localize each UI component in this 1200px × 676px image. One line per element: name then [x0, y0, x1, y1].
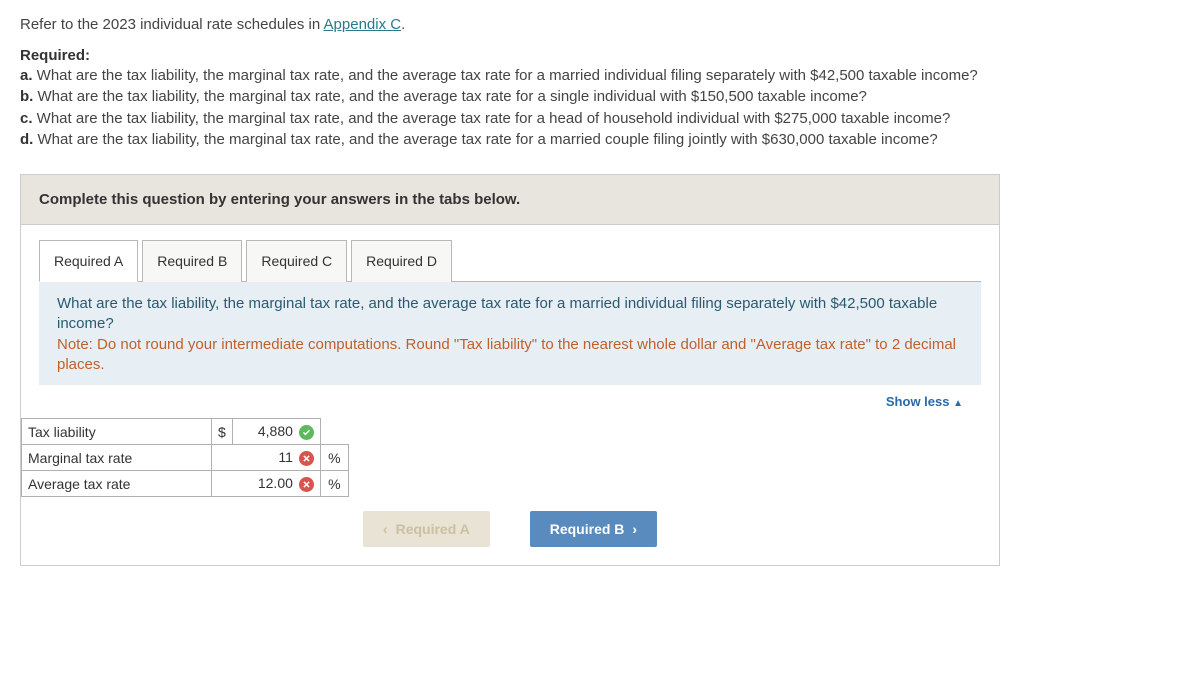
required-item: a. What are the tax liability, the margi…: [20, 66, 1180, 86]
tab-required-b[interactable]: Required B: [142, 240, 242, 282]
required-item-lead: b.: [20, 88, 33, 105]
show-less-label: Show less: [886, 394, 950, 409]
row-value[interactable]: 11: [232, 445, 320, 471]
row-currency: $: [212, 419, 233, 445]
required-item: b. What are the tax liability, the margi…: [20, 87, 1180, 107]
tab-body: What are the tax liability, the marginal…: [39, 281, 981, 385]
prev-button: ‹ Required A: [363, 511, 490, 547]
required-item: c. What are the tax liability, the margi…: [20, 109, 1180, 129]
row-currency: [212, 471, 233, 497]
prev-button-label: Required A: [396, 521, 470, 537]
chevron-left-icon: ‹: [383, 521, 388, 537]
intro-prefix: Refer to the 2023 individual rate schedu…: [20, 16, 324, 33]
row-label: Marginal tax rate: [22, 445, 212, 471]
answer-table: Tax liability$4,880 Marginal tax rate 11 …: [21, 418, 349, 497]
next-button-label: Required B: [550, 521, 625, 537]
table-row: Marginal tax rate 11 %: [22, 445, 349, 471]
question-box-header: Complete this question by entering your …: [21, 175, 999, 225]
table-row: Tax liability$4,880: [22, 419, 349, 445]
appendix-link[interactable]: Appendix C: [324, 16, 402, 33]
required-section: Required: a. What are the tax liability,…: [20, 47, 1180, 150]
tab-body-question: What are the tax liability, the marginal…: [57, 295, 937, 332]
tab-required-d[interactable]: Required D: [351, 240, 452, 282]
tabs-wrap: Required ARequired BRequired CRequired D…: [21, 225, 999, 412]
question-box: Complete this question by entering your …: [20, 174, 1000, 566]
required-item-lead: d.: [20, 131, 33, 148]
tab-body-note: Note: Do not round your intermediate com…: [57, 336, 956, 373]
row-currency: [212, 445, 233, 471]
row-value[interactable]: 4,880: [232, 419, 320, 445]
cross-icon: [299, 477, 314, 492]
row-suffix: %: [320, 471, 348, 497]
row-value[interactable]: 12.00: [232, 471, 320, 497]
row-suffix: %: [320, 445, 348, 471]
required-item-lead: c.: [20, 110, 33, 127]
intro-text: Refer to the 2023 individual rate schedu…: [20, 16, 1180, 33]
nav-row: ‹ Required A Required B ›: [21, 511, 999, 565]
show-less-toggle[interactable]: Show less ▲: [886, 394, 963, 409]
next-button[interactable]: Required B ›: [530, 511, 657, 547]
chevron-up-icon: ▲: [953, 398, 963, 409]
tab-required-a[interactable]: Required A: [39, 240, 138, 282]
table-row: Average tax rate 12.00 %: [22, 471, 349, 497]
required-item: d. What are the tax liability, the margi…: [20, 130, 1180, 150]
chevron-right-icon: ›: [632, 521, 637, 537]
intro-suffix: .: [401, 16, 405, 33]
row-label: Tax liability: [22, 419, 212, 445]
required-list: a. What are the tax liability, the margi…: [20, 66, 1180, 150]
row-label: Average tax rate: [22, 471, 212, 497]
cross-icon: [299, 451, 314, 466]
check-icon: [299, 425, 314, 440]
tab-required-c[interactable]: Required C: [246, 240, 347, 282]
required-heading: Required:: [20, 47, 1180, 64]
required-item-lead: a.: [20, 67, 33, 84]
tabs: Required ARequired BRequired CRequired D: [39, 239, 981, 281]
